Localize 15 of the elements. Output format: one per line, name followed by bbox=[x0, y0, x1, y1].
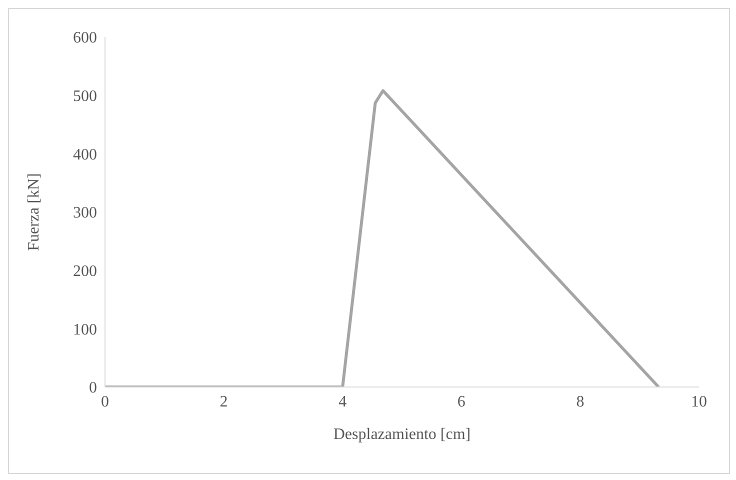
x-tick-label: 0 bbox=[101, 393, 109, 410]
y-tick-label: 0 bbox=[89, 380, 97, 397]
y-tick-label: 600 bbox=[73, 30, 97, 47]
y-axis-title: Fuerza [kN] bbox=[26, 173, 43, 251]
y-tick-label: 500 bbox=[73, 88, 97, 106]
y-tick-label: 200 bbox=[73, 263, 97, 280]
y-tick-label: 300 bbox=[73, 204, 97, 222]
y-tick-label: 100 bbox=[73, 321, 97, 338]
x-tick-label: 8 bbox=[576, 393, 584, 410]
x-tick-label: 6 bbox=[457, 393, 466, 410]
x-axis-title: Desplazamiento [cm] bbox=[333, 426, 471, 443]
y-tick-label: 400 bbox=[73, 146, 97, 164]
x-tick-label: 2 bbox=[220, 393, 228, 410]
x-tick-label: 4 bbox=[338, 393, 347, 410]
x-tick-label: 10 bbox=[691, 393, 707, 410]
